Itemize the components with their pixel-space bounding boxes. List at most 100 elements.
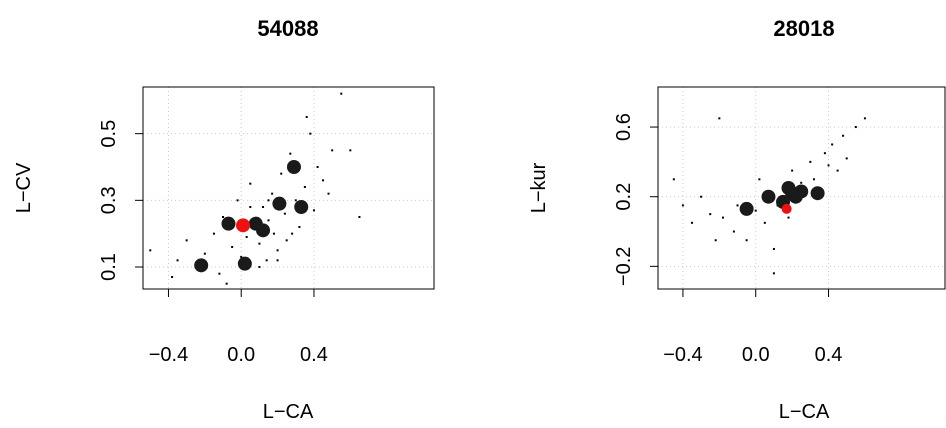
point — [258, 266, 261, 268]
point — [272, 232, 275, 235]
y-tick-label: 0.2 — [613, 183, 635, 211]
point — [331, 149, 334, 152]
point — [249, 206, 252, 208]
point — [809, 160, 812, 163]
chart-title: 28018 — [773, 16, 834, 41]
point — [842, 134, 845, 137]
point — [863, 117, 866, 120]
point — [854, 126, 857, 129]
point — [781, 203, 792, 214]
point — [286, 160, 301, 174]
y-tick-label: 0.1 — [98, 253, 120, 281]
point — [845, 157, 848, 160]
point — [831, 143, 834, 146]
point — [221, 216, 236, 231]
x-tick-label: −0.4 — [663, 344, 702, 366]
point — [810, 186, 825, 201]
y-tick-label: 0.6 — [613, 113, 635, 141]
point — [736, 204, 739, 207]
point — [294, 200, 309, 214]
point — [836, 169, 839, 172]
point — [258, 242, 261, 245]
y-tick-label: 0.3 — [98, 186, 120, 214]
point — [754, 209, 757, 212]
point — [185, 239, 188, 242]
point — [225, 282, 228, 285]
x-axis-label: L−CA — [263, 401, 314, 423]
point — [294, 199, 297, 202]
point — [791, 169, 794, 172]
point — [236, 199, 239, 202]
x-tick-label: 0.0 — [742, 344, 770, 366]
point — [256, 223, 271, 238]
point — [794, 184, 809, 199]
point — [739, 201, 754, 216]
x-tick-label: 0.4 — [300, 344, 328, 366]
point — [265, 259, 268, 262]
point — [218, 272, 221, 275]
point — [212, 232, 215, 235]
chart-title: 54088 — [257, 16, 318, 41]
point — [171, 276, 174, 278]
point — [240, 256, 243, 258]
point — [149, 249, 152, 252]
point — [316, 166, 319, 168]
point — [812, 178, 815, 181]
point — [262, 206, 265, 208]
y-tick-label: 0.5 — [98, 120, 120, 148]
point — [231, 246, 234, 248]
point — [714, 239, 717, 242]
x-tick-label: 0.0 — [227, 344, 255, 366]
point — [267, 219, 270, 222]
point — [732, 230, 735, 233]
point — [276, 259, 279, 262]
point — [681, 204, 684, 207]
plot-frame — [657, 86, 946, 290]
x-tick-label: −0.4 — [149, 344, 188, 366]
point — [271, 192, 274, 195]
point — [237, 256, 252, 271]
x-tick-label: 0.4 — [815, 344, 843, 366]
point — [194, 258, 209, 273]
point — [305, 116, 308, 118]
point — [823, 152, 826, 155]
point — [280, 172, 283, 175]
point — [761, 189, 776, 204]
y-tick-label: −0.2 — [613, 247, 635, 286]
point — [672, 178, 675, 181]
y-axis-label: L−CV — [13, 162, 35, 213]
point — [691, 221, 694, 224]
point — [827, 164, 830, 167]
point — [283, 212, 286, 215]
point — [203, 252, 206, 255]
point — [340, 92, 343, 95]
point — [291, 232, 294, 235]
point — [289, 152, 292, 155]
point — [718, 117, 721, 120]
point — [222, 216, 225, 218]
point — [276, 249, 279, 252]
point — [772, 272, 775, 275]
point — [249, 182, 252, 185]
point — [709, 213, 712, 216]
point — [312, 209, 315, 212]
point — [800, 181, 803, 184]
point — [309, 132, 312, 135]
point — [298, 226, 301, 228]
point — [772, 247, 775, 250]
point — [787, 216, 790, 219]
point — [176, 259, 179, 262]
point — [349, 149, 352, 152]
point — [358, 216, 361, 218]
point — [327, 192, 330, 195]
point — [303, 186, 306, 188]
point — [758, 178, 761, 181]
point — [236, 218, 251, 233]
point — [745, 239, 748, 242]
plot-frame — [142, 86, 435, 290]
point — [763, 221, 766, 224]
point — [272, 196, 287, 211]
point — [700, 195, 703, 198]
point — [267, 199, 270, 202]
